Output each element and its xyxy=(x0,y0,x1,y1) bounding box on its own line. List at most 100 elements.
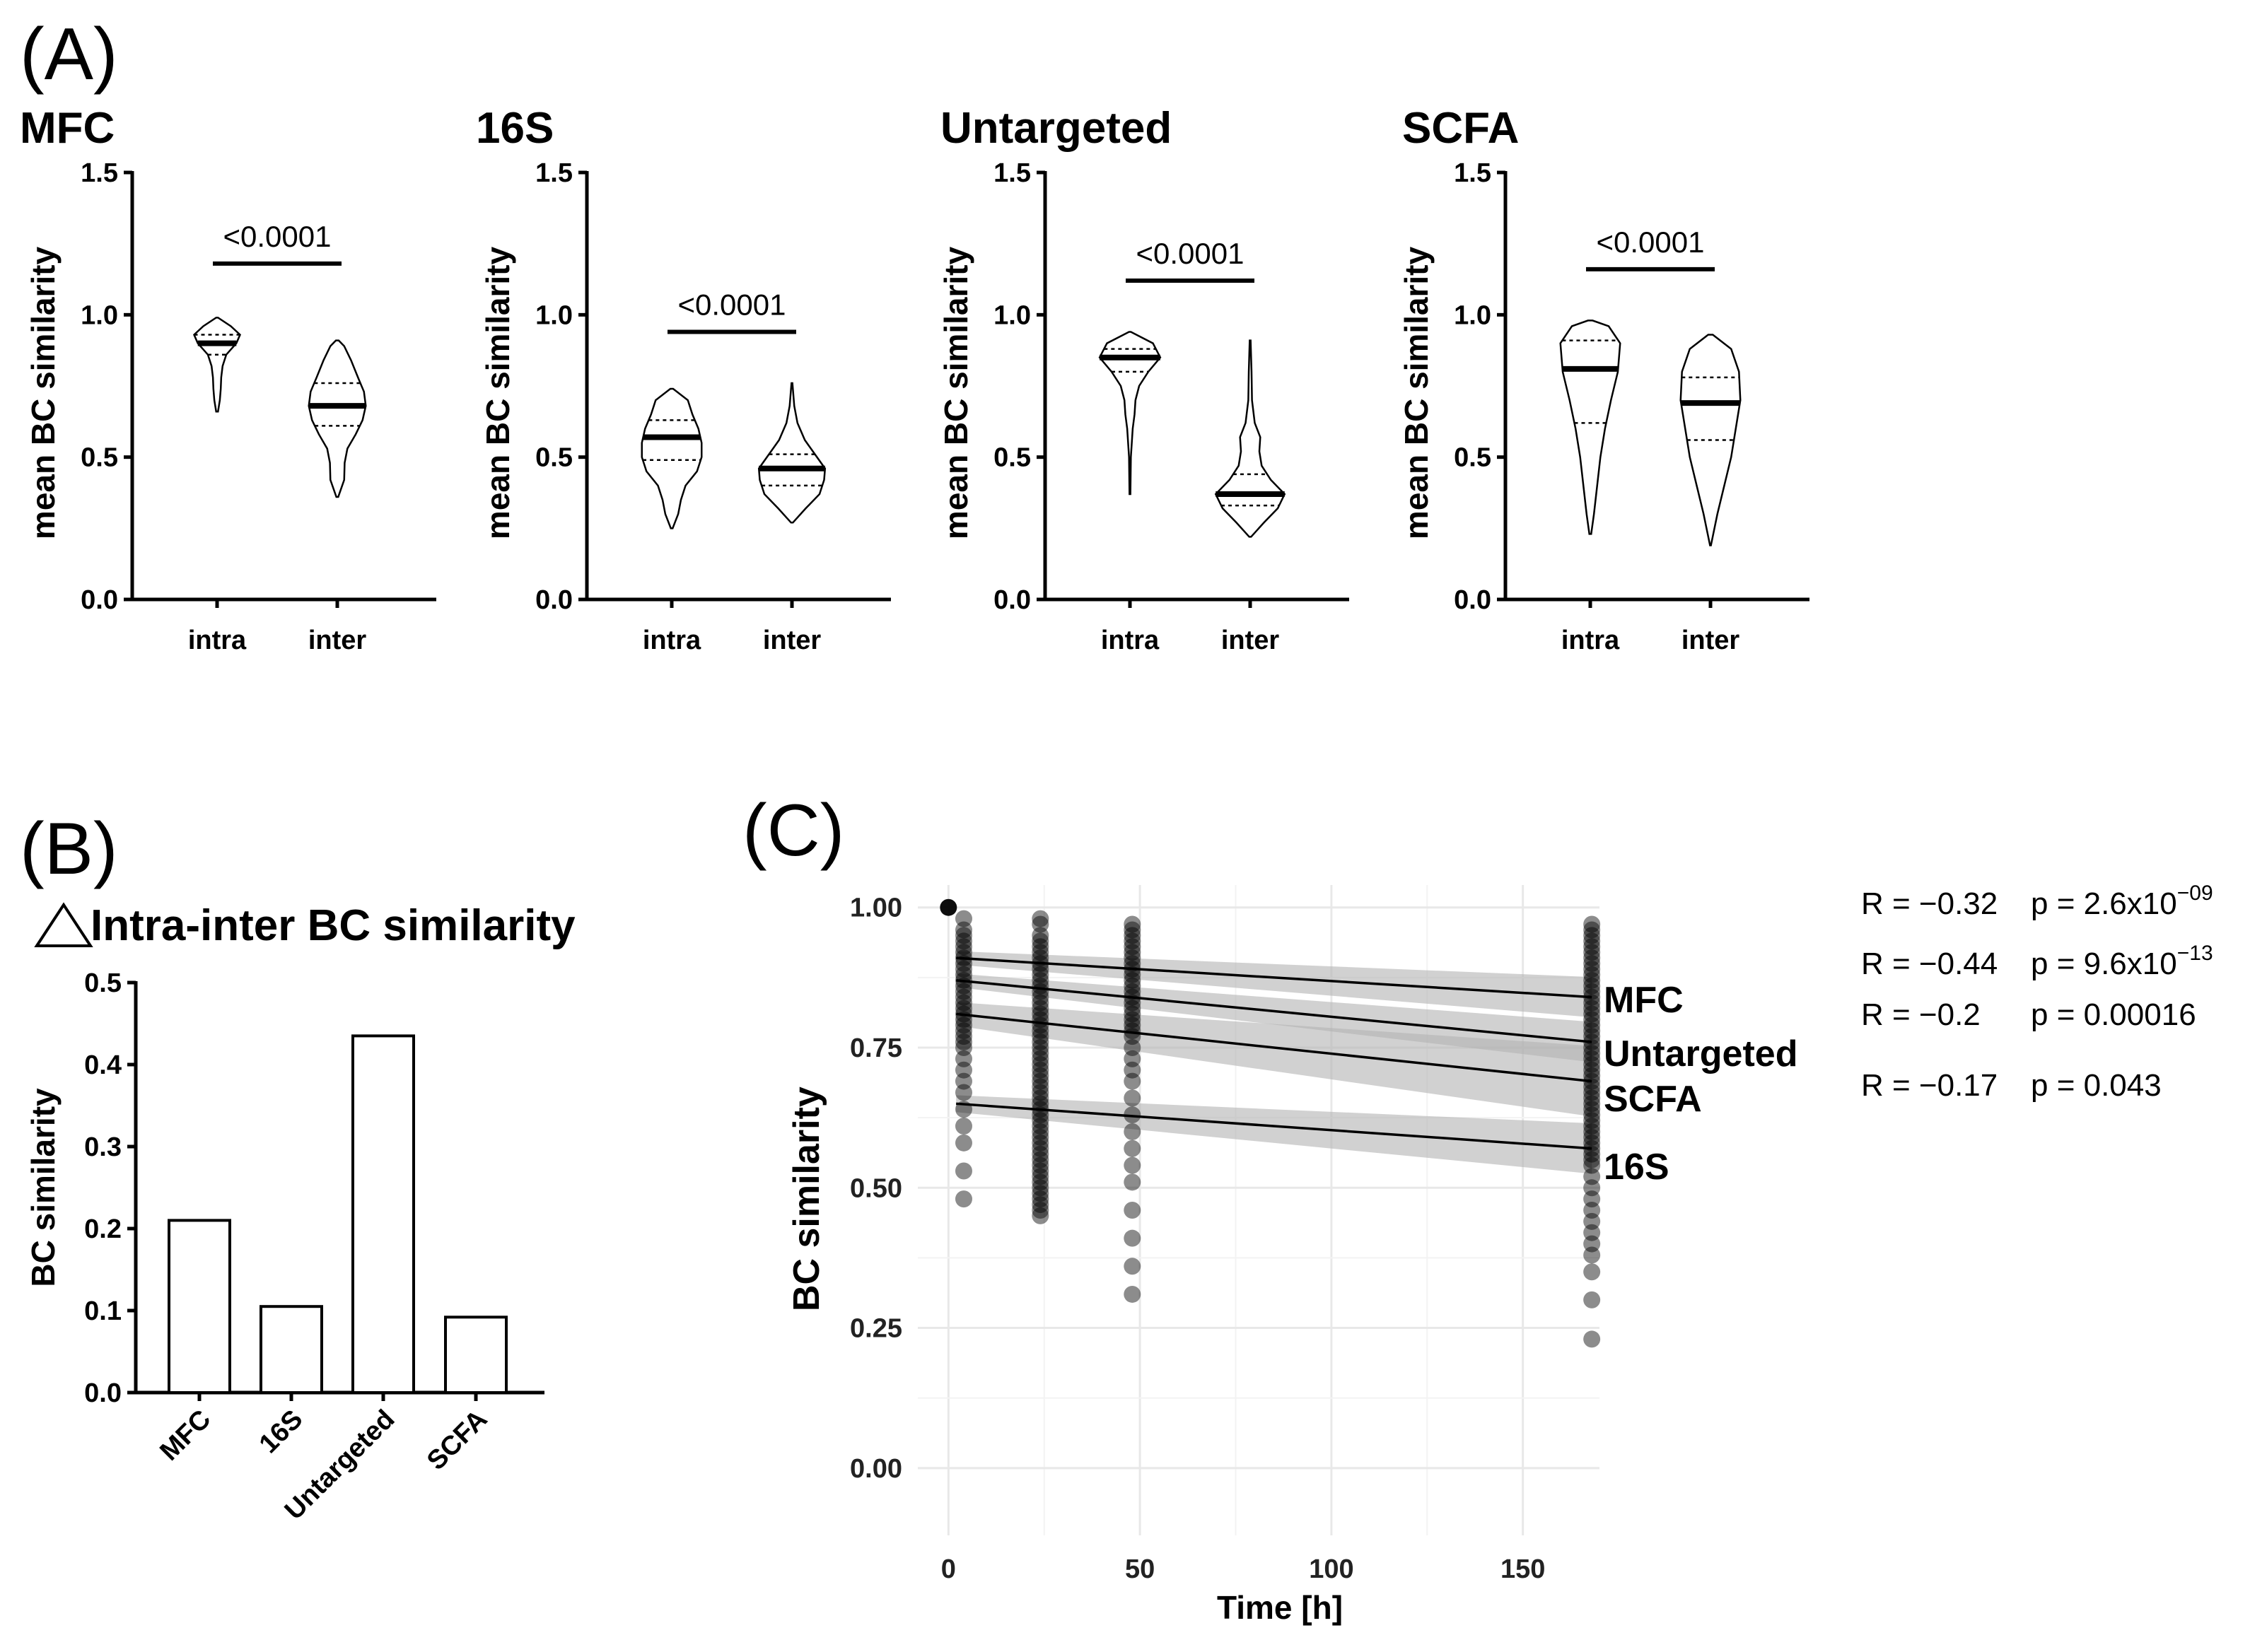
violin-intra xyxy=(193,317,241,413)
y-tick-label: 0.50 xyxy=(850,1173,902,1203)
y-tick-label: 0.1 xyxy=(84,1296,122,1326)
data-point xyxy=(1032,1173,1049,1191)
data-point xyxy=(955,921,972,939)
x-tick-label: intra xyxy=(1101,626,1160,655)
significance-label: <0.0001 xyxy=(1136,237,1245,270)
data-point xyxy=(1032,1112,1049,1130)
violin-chart-mfc: MFC 0.0 0.5 1.0 1.5 mean BC similarity intra in… xyxy=(20,104,436,655)
data-point xyxy=(1583,971,1601,989)
chart-title: MFC xyxy=(20,104,115,153)
data-point xyxy=(1032,1017,1049,1034)
trend-line-mfc xyxy=(956,956,1592,999)
data-point xyxy=(1583,1128,1601,1146)
bar-scfa xyxy=(444,1316,508,1395)
significance-label: <0.0001 xyxy=(223,220,332,253)
x-tick-label: MFC xyxy=(154,1405,216,1467)
data-point xyxy=(940,898,957,916)
violin-panels: MFC 0.0 0.5 1.0 1.5 mean BC similarity intra in… xyxy=(20,104,1809,655)
y-tick-label: 0.5 xyxy=(81,443,118,473)
stat-p-value: p = 9.6x10−13 xyxy=(2031,942,2213,981)
data-point xyxy=(1124,1022,1141,1040)
data-point xyxy=(1583,977,1601,995)
data-point xyxy=(1124,1285,1141,1303)
data-point xyxy=(955,988,972,1006)
data-point xyxy=(1032,927,1049,944)
panel-a-letter: (A) xyxy=(20,13,118,95)
x-tick-label: 100 xyxy=(1309,1554,1353,1584)
bar-untargeted xyxy=(351,1034,415,1395)
y-tick-label: 1.0 xyxy=(993,300,1031,330)
data-point xyxy=(955,1084,972,1101)
data-point xyxy=(1032,1128,1049,1146)
data-point xyxy=(1032,977,1049,995)
data-point xyxy=(1032,1095,1049,1113)
series-label-scfa: SCFA xyxy=(1604,1079,1702,1120)
data-point xyxy=(1124,1089,1141,1107)
y-tick-label: 0.3 xyxy=(84,1132,122,1162)
stat-r-value: R = −0.32 xyxy=(1861,886,1998,921)
data-point xyxy=(955,1039,972,1056)
stat-p-exponent: −09 xyxy=(2177,881,2213,905)
significance-label: <0.0001 xyxy=(678,288,786,321)
data-point xyxy=(1583,1050,1601,1067)
data-point xyxy=(1124,944,1141,961)
data-point xyxy=(1124,971,1141,989)
confidence-band-16s xyxy=(956,1095,1592,1174)
data-point xyxy=(1583,955,1601,973)
data-point xyxy=(1583,1330,1601,1348)
trend-line-untargeted xyxy=(955,979,1592,1043)
data-point xyxy=(1032,1196,1049,1214)
data-point xyxy=(1032,1134,1049,1152)
series-label-mfc: MFC xyxy=(1604,980,1684,1021)
data-point xyxy=(1032,1022,1049,1040)
data-point xyxy=(1124,938,1141,956)
data-point xyxy=(1032,1067,1049,1084)
data-point xyxy=(1032,1089,1049,1107)
data-point xyxy=(1583,1212,1601,1230)
y-tick-label: 0.2 xyxy=(84,1214,122,1244)
stat-p-mantissa: p = 2.6x10 xyxy=(2031,886,2177,921)
data-point xyxy=(1583,994,1601,1012)
data-point xyxy=(1583,1039,1601,1056)
data-point xyxy=(1124,977,1141,995)
data-point xyxy=(1032,1061,1049,1079)
data-point xyxy=(1583,915,1601,933)
panel-b-letter: (B) xyxy=(20,808,118,890)
data-point xyxy=(1583,1118,1601,1135)
data-point xyxy=(1032,1123,1049,1140)
data-point xyxy=(1583,1156,1601,1174)
y-tick-label: 1.5 xyxy=(535,158,573,188)
y-tick-label: 0.0 xyxy=(81,585,118,615)
data-point xyxy=(1583,1089,1601,1107)
data-point xyxy=(1032,1185,1049,1202)
data-point xyxy=(1583,1017,1601,1034)
data-point xyxy=(1124,1000,1141,1017)
data-point xyxy=(1032,960,1049,978)
trend-line-16s xyxy=(956,1102,1592,1150)
data-point xyxy=(1124,1039,1141,1056)
data-point xyxy=(1032,1078,1049,1096)
data-point xyxy=(1124,932,1141,950)
bar-panel: Intra-inter BC similarity 0.0 0.1 0.2 0.3 0.4… xyxy=(25,901,576,1525)
y-tick-label: 1.5 xyxy=(1454,158,1491,188)
x-tick-label: 50 xyxy=(1125,1554,1155,1584)
data-point xyxy=(1583,921,1601,939)
chart-title: Untargeted xyxy=(940,104,1172,153)
data-point xyxy=(1032,1055,1049,1073)
data-point xyxy=(955,960,972,978)
data-point xyxy=(1124,1123,1141,1140)
data-point xyxy=(955,1022,972,1040)
stat-r-value: R = −0.2 xyxy=(1861,997,1981,1032)
data-point xyxy=(1124,1011,1141,1029)
violin-inter xyxy=(1214,339,1286,538)
data-point xyxy=(955,966,972,983)
data-point xyxy=(1032,1168,1049,1185)
series-label-untargeted: Untargeted xyxy=(1604,1033,1797,1074)
data-point xyxy=(1583,1044,1601,1062)
stat-p-value: p = 0.043 xyxy=(2031,1068,2162,1103)
data-point xyxy=(1583,1145,1601,1163)
data-point xyxy=(1032,1028,1049,1045)
data-point xyxy=(1124,915,1141,933)
data-point xyxy=(1124,927,1141,944)
